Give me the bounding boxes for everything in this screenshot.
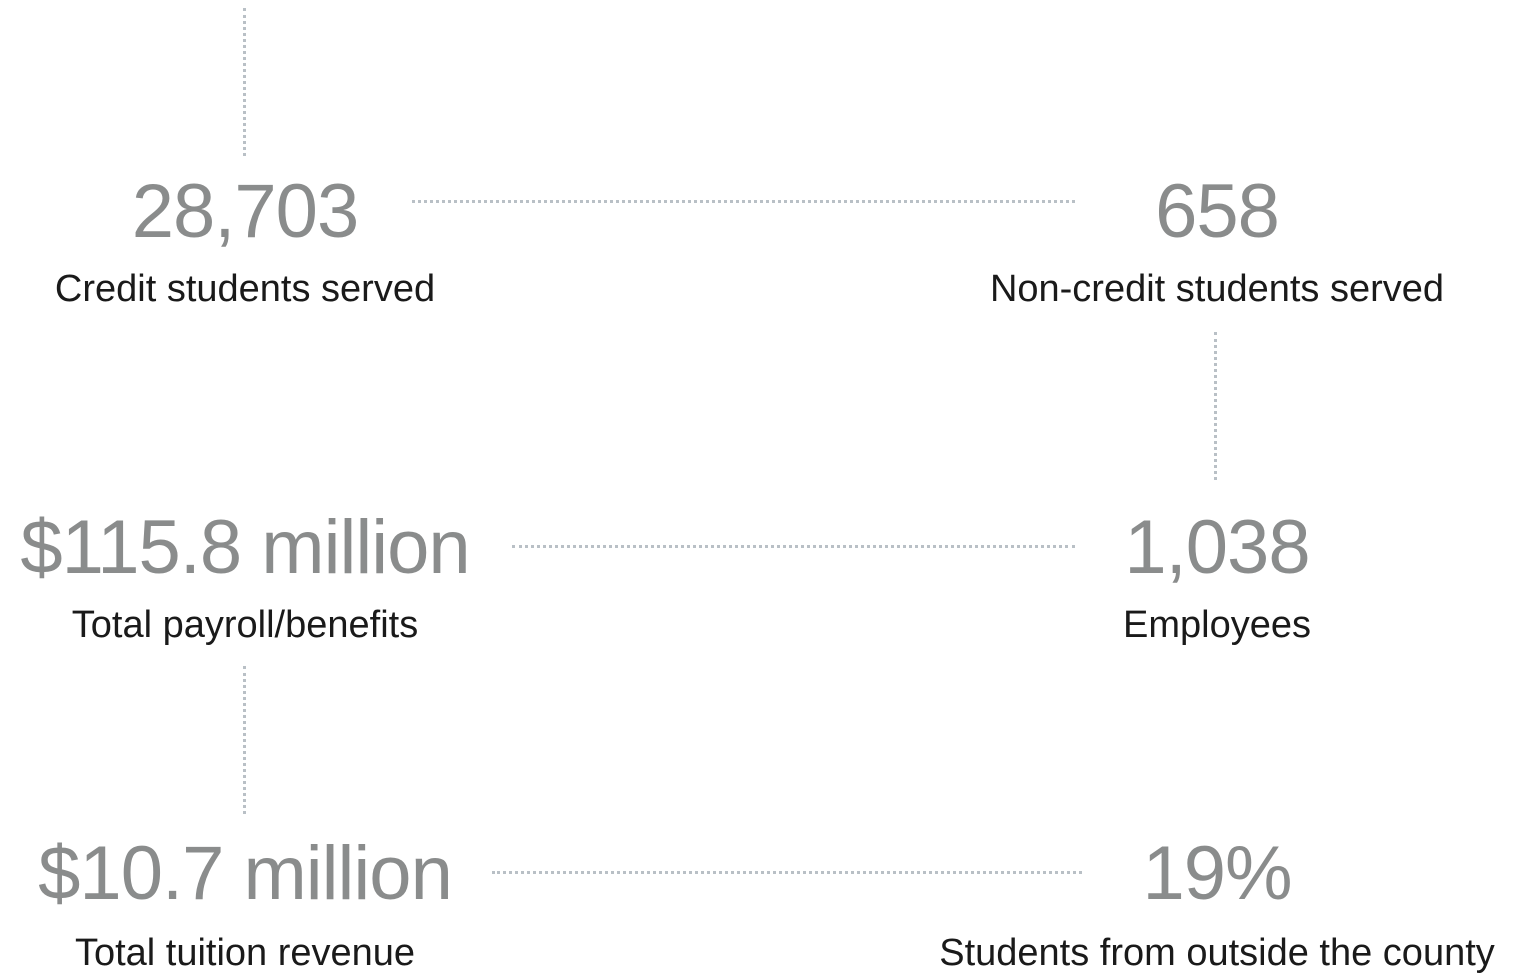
stat-value: 1,038 bbox=[1124, 505, 1310, 590]
connector-left-2-3 bbox=[243, 666, 246, 814]
stat-value: 28,703 bbox=[131, 169, 359, 254]
stat-label: Total payroll/benefits bbox=[71, 604, 419, 646]
stat-value: $10.7 million bbox=[38, 831, 453, 916]
connector-row3 bbox=[492, 871, 1082, 874]
stat-label: Credit students served bbox=[54, 268, 436, 310]
stat-value: 19% bbox=[1142, 831, 1292, 916]
stat-value: $115.8 million bbox=[20, 505, 470, 590]
stat-label: Total tuition revenue bbox=[74, 932, 416, 974]
stat-label: Employees bbox=[1123, 604, 1311, 646]
connector-row1 bbox=[412, 200, 1075, 203]
stat-label: Non-credit students served bbox=[989, 268, 1445, 310]
stat-value: 658 bbox=[1155, 169, 1280, 254]
connector-row2 bbox=[512, 545, 1075, 548]
stat-label: Students from outside the county bbox=[939, 932, 1495, 974]
connector-right-1-2 bbox=[1214, 332, 1217, 480]
connector-top bbox=[243, 8, 246, 156]
